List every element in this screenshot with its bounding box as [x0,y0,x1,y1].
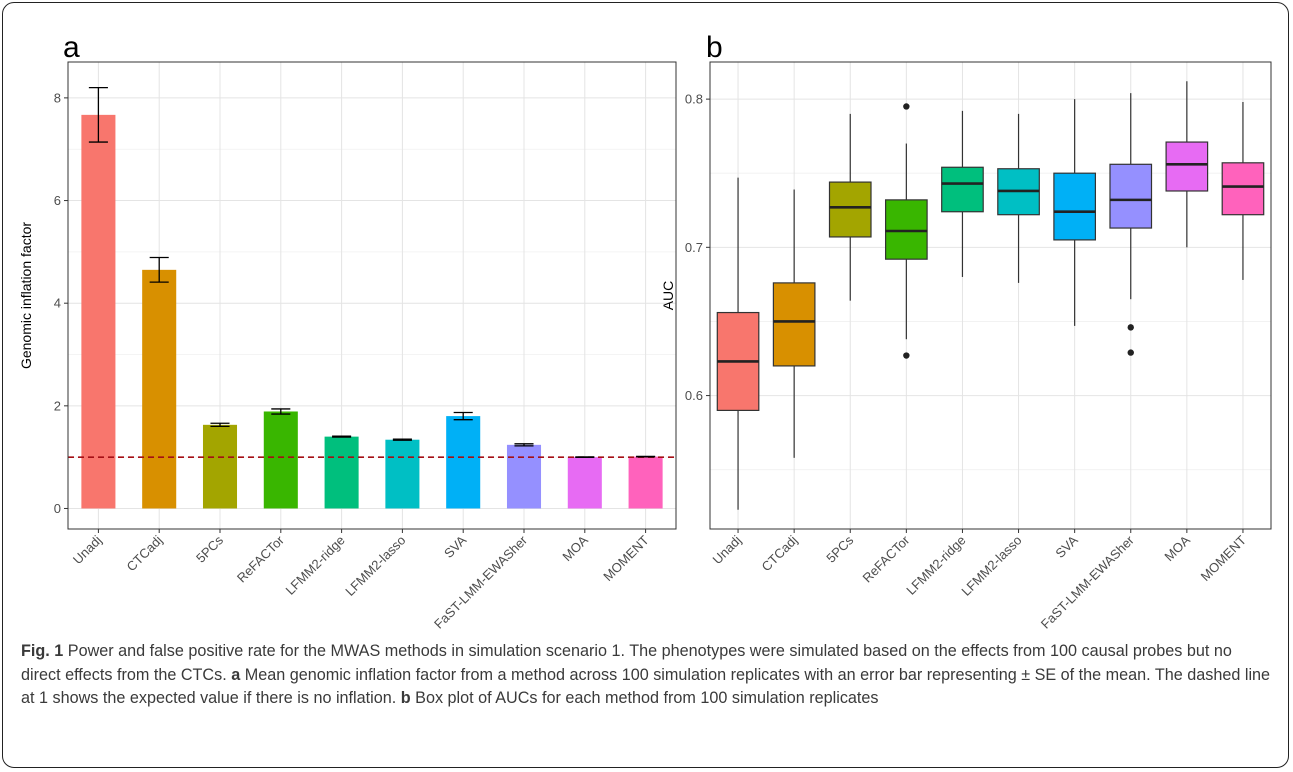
box-fast-lmm-ewasher [1109,93,1153,356]
caption-part3: Box plot of AUCs for each method from 10… [415,689,879,707]
x-tick-label-moa: MOA [559,532,591,564]
x-tick-label-refactor: ReFACTor [234,532,287,585]
box-iqr [1053,172,1097,241]
box-iqr [828,181,872,238]
bar-ctcadj [142,269,177,509]
caption-part1: Power and false positive rate for the MW… [21,642,1232,684]
bar-unadj [81,114,116,509]
box-sva [1053,99,1097,326]
y-tick-label: 0.8 [685,92,703,107]
bar-sva [446,416,481,509]
bar-5pcs [202,424,238,509]
x-tick-label-unadj: Unadj [710,532,745,567]
error-bar-sva [453,411,473,421]
box-iqr [1165,141,1209,192]
y-tick-label: 0 [54,501,61,516]
error-bar-unadj [88,87,108,143]
x-tick-label-5pcs: 5PCs [823,532,856,565]
box-5pcs [828,113,872,301]
error-bar-refactor [271,408,291,415]
box-iqr [941,166,984,213]
box-iqr [772,282,816,367]
x-tick-label-moment: MOMENT [600,532,651,583]
x-tick-label-refactor: ReFACTor [859,532,912,585]
caption-label-a: a [231,665,241,684]
x-tick-label-sva: SVA [441,532,470,561]
y-tick-label: 2 [54,398,61,413]
error-bar-5pcs [210,422,230,428]
box-lfmm2-lasso [997,113,1040,283]
plot-border [67,61,677,530]
x-tick-label-ctcadj: CTCadj [758,532,800,574]
error-bar-fast-lmm-ewasher [514,443,534,447]
y-axis-title: Genomic inflation factor [18,222,34,369]
bar-lfmm2-ridge [324,436,359,509]
x-tick-label-lfmm2-lasso: LFMM2-lasso [958,533,1024,599]
y-tick-label: 6 [54,193,61,208]
x-tick-label-ctcadj: CTCadj [124,532,166,574]
x-tick-label-5pcs: 5PCs [193,532,226,565]
x-tick-label-unadj: Unadj [70,532,105,567]
y-tick-label: 4 [54,296,61,311]
caption-label-b: b [400,689,411,707]
box-moa [1165,81,1209,248]
box-ctcadj [772,189,816,458]
outlier-point [1127,349,1134,356]
caption-fig-label: Fig. 1 [21,642,64,660]
error-bar-lfmm2-ridge [332,435,352,438]
figure-caption: Fig. 1 Power and false positive rate for… [21,640,1271,711]
panel-a-label: a [63,31,80,64]
caption-part2: Mean genomic inflation factor from a met… [21,665,1271,708]
x-tick-label-lfmm2-ridge: LFMM2-ridge [282,533,347,598]
box-iqr [884,199,928,260]
panel-b-label: b [706,31,723,64]
x-tick-label-lfmm2-lasso: LFMM2-lasso [342,533,408,599]
x-tick-label-moment: MOMENT [1198,532,1249,583]
error-bar-lfmm2-lasso [392,438,412,441]
bar-moment [628,456,663,509]
y-tick-label: 8 [54,90,61,105]
y-axis-title: AUC [660,281,676,311]
error-bar-moa [575,456,595,459]
outlier-point [903,103,910,110]
bar-refactor [263,411,298,509]
error-bar-moment [636,455,656,458]
plot-border [709,61,1272,530]
bar-moa [567,457,602,509]
box-refactor [884,103,928,359]
box-iqr [1221,162,1265,216]
bar-lfmm2-lasso [385,439,420,509]
y-tick-label: 0.7 [685,240,703,255]
box-moment [1221,102,1265,280]
x-tick-label-fast-lmm-ewasher: FaST-LMM-EWASher [1038,532,1138,632]
x-tick-label-moa: MOA [1161,532,1193,564]
box-unadj [716,177,760,510]
error-bar-ctcadj [149,256,169,283]
panel-a-bar-chart: 0 2 4 6 8 Unadj CTCadj 5PCs ReFACTorLFMM2-ridgeL… [18,61,677,632]
outlier-point [1127,324,1134,331]
x-tick-label-sva: SVA [1052,532,1081,561]
y-tick-label: 0.6 [685,388,703,403]
box-lfmm2-ridge [941,110,984,277]
bar-fast-lmm-ewasher [506,444,542,509]
box-iqr [1109,163,1153,229]
outlier-point [903,352,910,359]
